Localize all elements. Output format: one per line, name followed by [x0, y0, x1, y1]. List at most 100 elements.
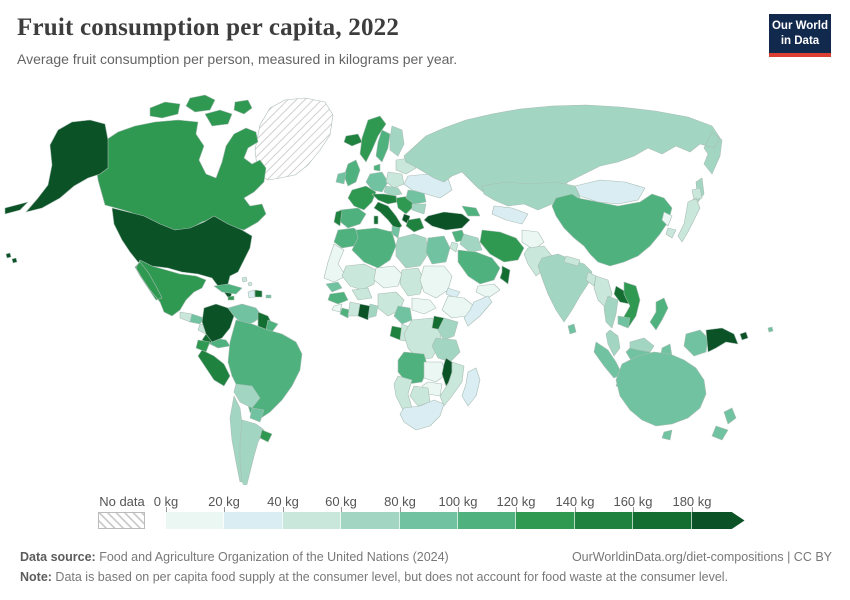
- country-bangladesh[interactable]: [585, 271, 597, 287]
- country-niger[interactable]: [373, 265, 403, 289]
- country-senegal[interactable]: [325, 281, 343, 293]
- country-oman[interactable]: [499, 265, 511, 285]
- country-burkina-faso[interactable]: [351, 287, 373, 301]
- country-greece[interactable]: [405, 217, 425, 233]
- no-data-swatch[interactable]: [98, 512, 145, 529]
- owid-link[interactable]: OurWorldinData.org/diet-compositions | C…: [571, 550, 832, 564]
- country-argentina[interactable]: [239, 419, 265, 485]
- country-india[interactable]: [537, 253, 593, 323]
- country-dominican-republic[interactable]: [254, 289, 263, 298]
- country-south-africa[interactable]: [399, 399, 445, 431]
- country-cameroon[interactable]: [393, 305, 413, 325]
- legend-bin-140-160[interactable]: [574, 512, 634, 529]
- country-china[interactable]: [551, 193, 673, 267]
- country-united-kingdom[interactable]: [343, 159, 361, 187]
- country-portugal[interactable]: [333, 209, 343, 227]
- country-mali[interactable]: [341, 263, 377, 291]
- country-mozambique[interactable]: [439, 361, 465, 407]
- country-iran[interactable]: [479, 229, 525, 263]
- country-kenya[interactable]: [437, 317, 459, 341]
- country-finland[interactable]: [389, 125, 405, 157]
- region-uzbekistan-turkmenistan[interactable]: [491, 205, 529, 225]
- country-papua-new-guinea[interactable]: [705, 327, 749, 353]
- country-saudi-arabia[interactable]: [457, 249, 501, 285]
- country-cuba[interactable]: [213, 283, 243, 295]
- country-canada[interactable]: [94, 119, 267, 233]
- country-sierra-leone[interactable]: [331, 303, 343, 313]
- country-zambia[interactable]: [423, 361, 447, 383]
- country-peru[interactable]: [197, 349, 231, 387]
- country-libya[interactable]: [395, 233, 429, 269]
- country-somalia[interactable]: [463, 295, 493, 327]
- country-switzerland-austria[interactable]: [371, 193, 399, 205]
- country-fiji[interactable]: [767, 326, 774, 333]
- country-north-korea[interactable]: [661, 211, 673, 227]
- country-puerto-rico[interactable]: [265, 294, 272, 299]
- country-uruguay[interactable]: [259, 429, 273, 443]
- country-sri-lanka[interactable]: [567, 323, 577, 335]
- legend-color-bar[interactable]: [166, 512, 745, 529]
- legend-bin-60-80[interactable]: [341, 512, 400, 529]
- country-namibia[interactable]: [393, 375, 413, 413]
- country-brazil[interactable]: [227, 319, 303, 421]
- country-afghanistan[interactable]: [521, 229, 545, 251]
- country-usa-alaska[interactable]: [4, 119, 109, 215]
- country-central-african-republic[interactable]: [411, 297, 437, 315]
- country-czechia-slovakia[interactable]: [383, 185, 403, 197]
- country-norway[interactable]: [359, 115, 387, 163]
- legend-bin-20-40[interactable]: [224, 512, 283, 529]
- country-colombia[interactable]: [201, 303, 235, 343]
- country-haiti[interactable]: [247, 289, 256, 299]
- country-jamaica[interactable]: [227, 295, 235, 301]
- country-south-korea[interactable]: [665, 227, 677, 239]
- country-ireland[interactable]: [335, 171, 347, 185]
- legend-bin-160-180[interactable]: [633, 512, 692, 529]
- country-bulgaria[interactable]: [411, 203, 427, 215]
- country-algeria[interactable]: [351, 227, 397, 269]
- country-germany[interactable]: [365, 171, 389, 193]
- country-mongolia[interactable]: [574, 179, 646, 205]
- country-denmark[interactable]: [373, 163, 381, 172]
- country-paraguay[interactable]: [249, 407, 265, 423]
- country-ghana[interactable]: [357, 303, 371, 321]
- country-sweden[interactable]: [375, 129, 391, 163]
- legend-bin-100-120[interactable]: [457, 512, 517, 529]
- country-egypt[interactable]: [425, 235, 451, 265]
- country-mexico[interactable]: [134, 259, 207, 317]
- country-liberia[interactable]: [339, 307, 351, 319]
- country-philippines[interactable]: [649, 297, 669, 331]
- country-iraq[interactable]: [459, 233, 483, 253]
- region-levant[interactable]: [449, 241, 459, 253]
- country-nepal[interactable]: [563, 255, 581, 267]
- country-cambodia[interactable]: [617, 315, 631, 329]
- region-caucasus[interactable]: [461, 205, 481, 217]
- country-new-zealand[interactable]: [711, 407, 737, 441]
- country-bahamas[interactable]: [241, 276, 253, 287]
- country-poland[interactable]: [385, 171, 405, 189]
- country-turkey[interactable]: [423, 211, 471, 231]
- country-guinea[interactable]: [327, 291, 349, 305]
- legend-bin-180-plus-arrow[interactable]: [691, 512, 745, 529]
- legend-bin-40-60[interactable]: [282, 512, 342, 529]
- legend-bin-80-100[interactable]: [399, 512, 458, 529]
- legend-bin-120-140[interactable]: [516, 512, 575, 529]
- country-japan[interactable]: [677, 187, 703, 243]
- country-chad[interactable]: [399, 267, 425, 297]
- country-canada-arctic-islands[interactable]: [149, 94, 253, 127]
- country-madagascar[interactable]: [461, 367, 481, 407]
- region-western-sahara-mauritania[interactable]: [323, 243, 347, 283]
- country-togo-benin[interactable]: [367, 303, 379, 319]
- country-spain[interactable]: [337, 207, 367, 229]
- region-greenland-nodata[interactable]: [254, 97, 334, 181]
- country-iceland[interactable]: [343, 133, 363, 147]
- country-sudan[interactable]: [419, 265, 453, 299]
- country-thailand[interactable]: [603, 295, 619, 329]
- country-angola[interactable]: [397, 351, 429, 385]
- country-australia[interactable]: [615, 351, 707, 441]
- country-france[interactable]: [347, 185, 377, 211]
- owid-logo[interactable]: Our World in Data: [769, 14, 831, 57]
- country-yemen[interactable]: [475, 283, 501, 299]
- country-usa-hawaii[interactable]: [5, 252, 18, 264]
- tick-label-180: 180 kg: [672, 494, 712, 509]
- legend-bin-0-20[interactable]: [166, 512, 225, 529]
